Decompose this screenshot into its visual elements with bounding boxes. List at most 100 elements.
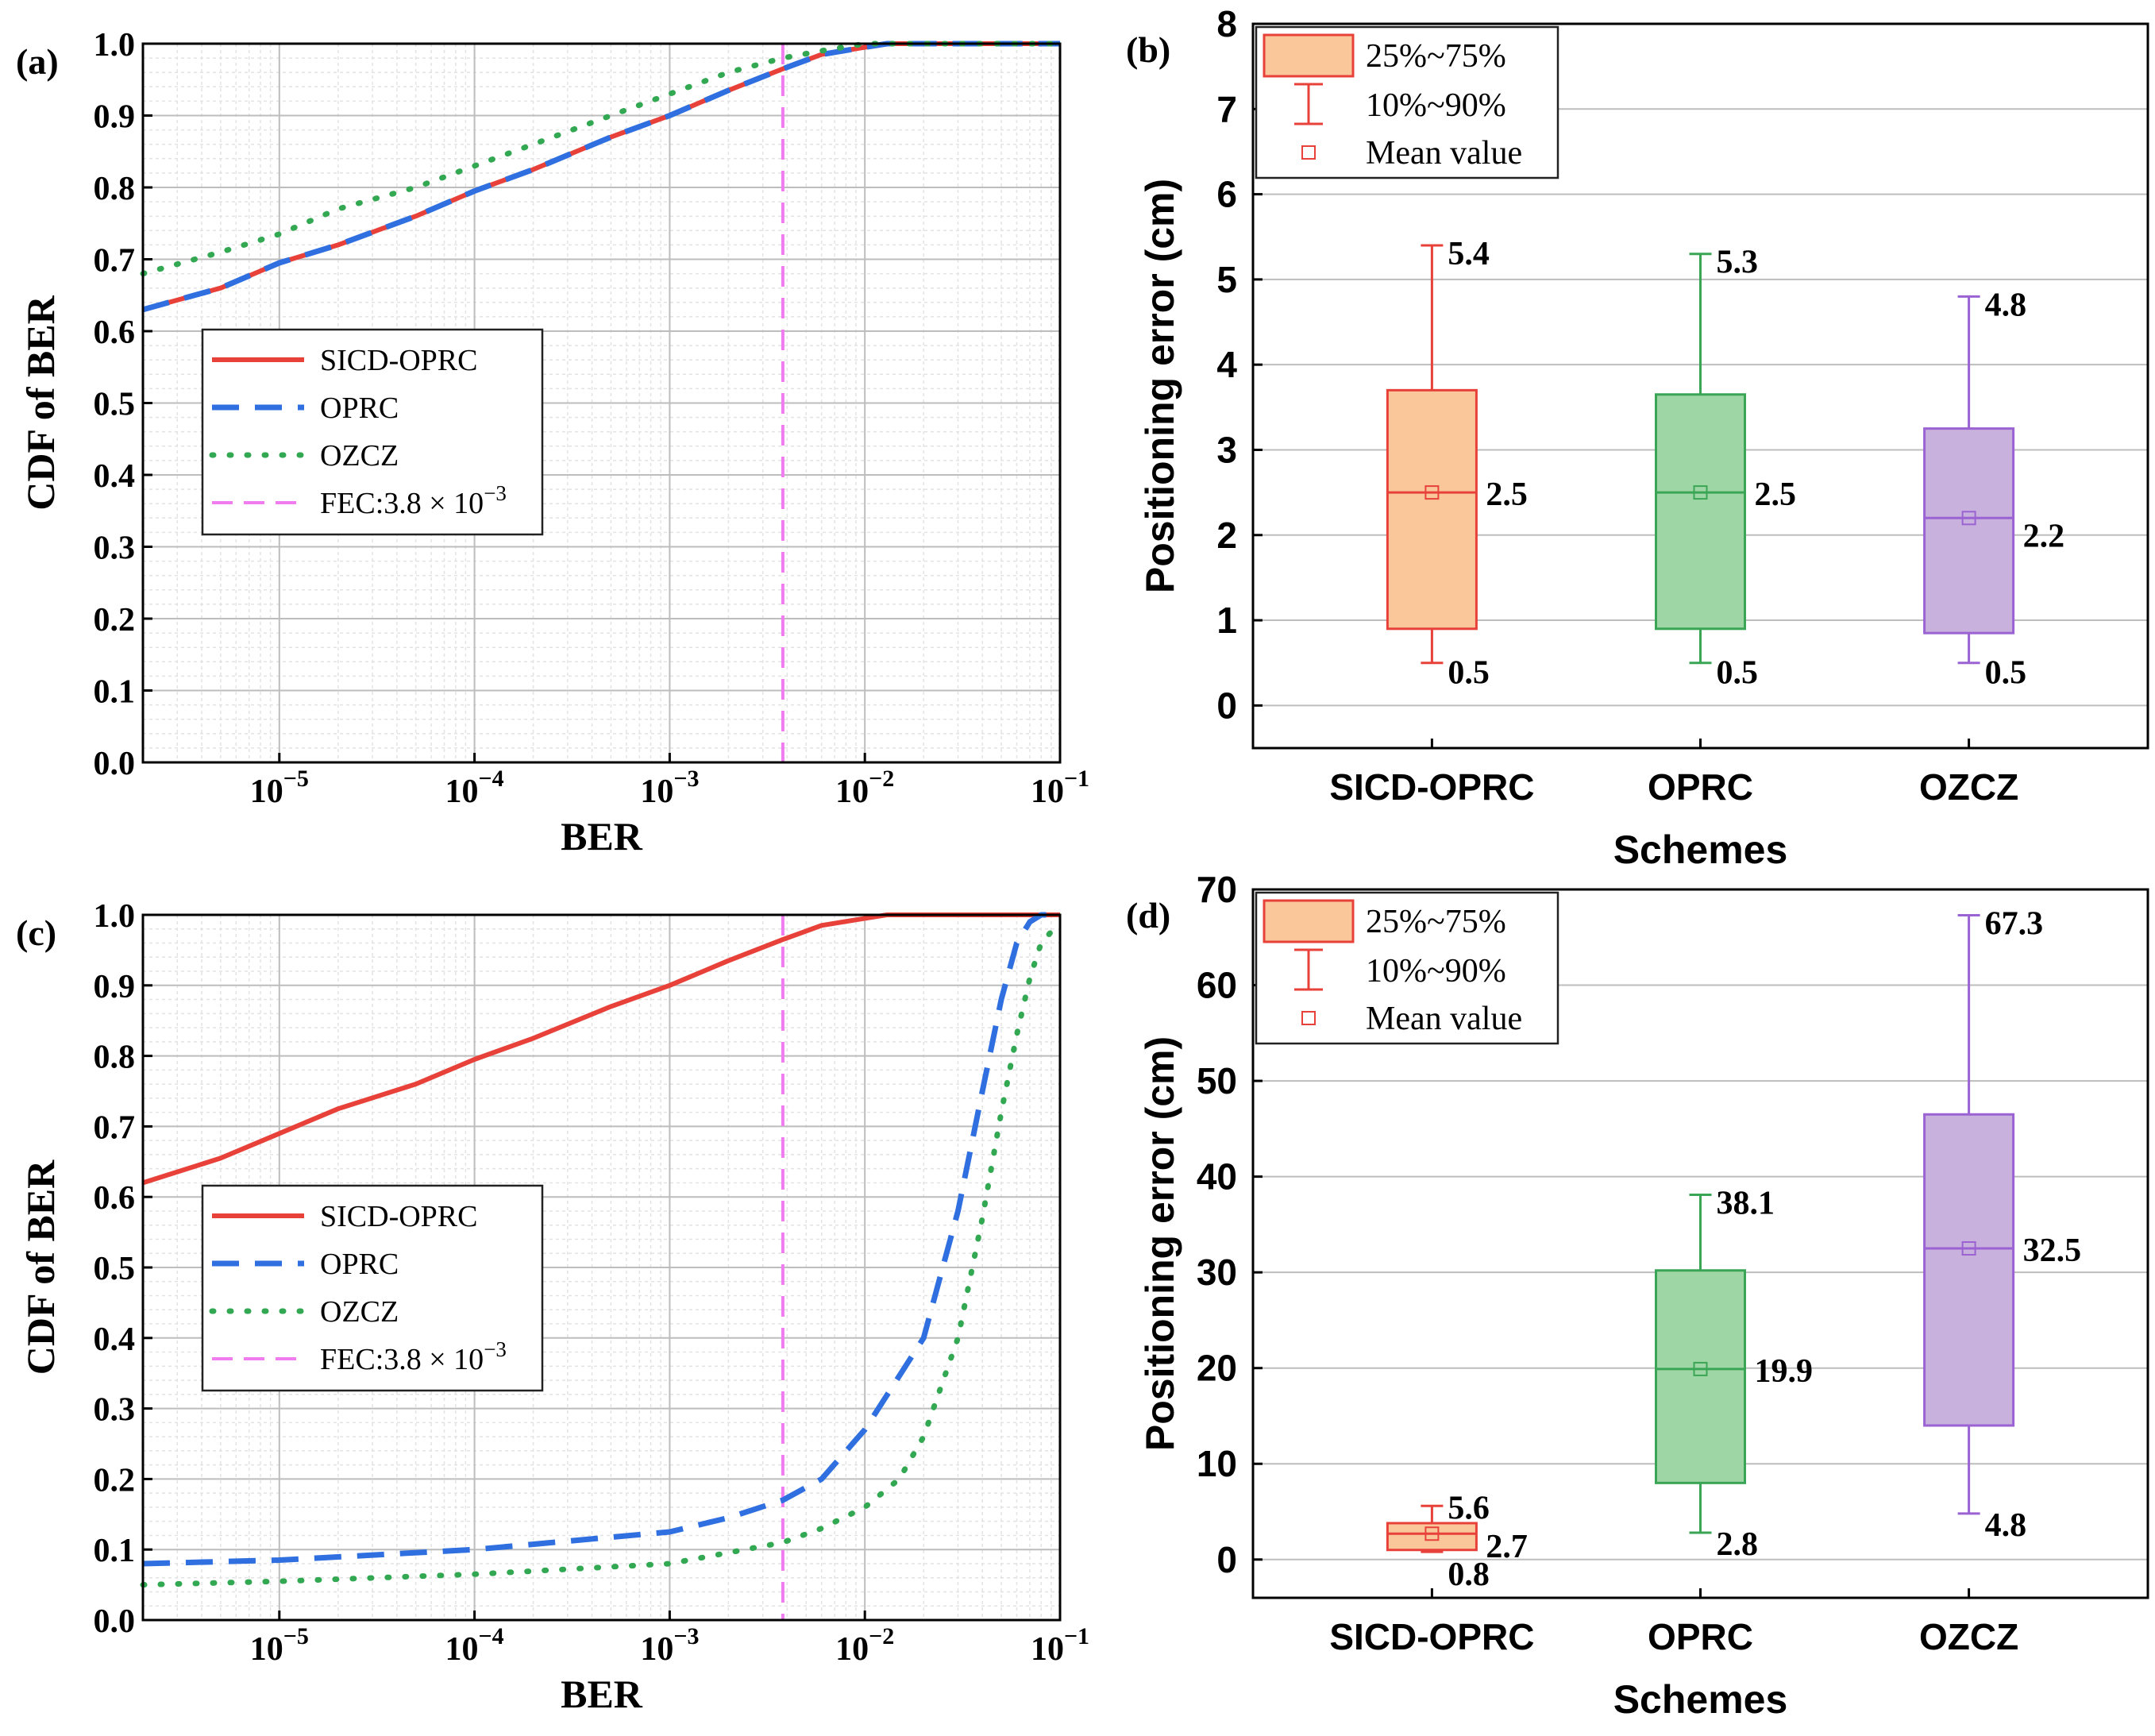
y-tick-label: 0.3 — [94, 1392, 136, 1429]
y-axis-title: CDF of BER — [18, 295, 63, 510]
value-label-p10: 0.5 — [1985, 655, 2027, 692]
y-tick-label: 4 — [1216, 344, 1237, 385]
legend: 25%~75% 10%~90% Mean value — [1255, 25, 1559, 179]
legend-label: FEC:3.8 × 10−3 — [320, 1337, 507, 1376]
legend-label: Mean value — [1366, 1001, 1522, 1037]
y-tick-label: 8 — [1216, 3, 1237, 44]
y-tick-label: 0.7 — [94, 1109, 136, 1146]
x-axis-title: BER — [561, 814, 643, 858]
y-tick-label: 0.9 — [94, 969, 136, 1005]
legend-label-text: OPRC — [320, 1248, 399, 1281]
x-tick-label: 10−3 — [640, 766, 699, 810]
y-axis-title: Positioning error (cm) — [1138, 179, 1182, 593]
x-tick-label: 10−3 — [640, 1623, 699, 1668]
series-line-sicd-oprc — [142, 41, 1060, 312]
y-tick-label: 0.9 — [94, 99, 136, 136]
y-tick-label: 60 — [1197, 965, 1237, 1006]
mean-marker — [1424, 1526, 1440, 1541]
y-tick-label: 70 — [1197, 869, 1237, 910]
x-tick-base: 10 — [640, 773, 673, 810]
x-tick-base: 10 — [445, 773, 479, 810]
x-category-label: SICD-OPRC — [1329, 1616, 1534, 1657]
x-tick-exponent: −1 — [1064, 766, 1089, 792]
x-axis-title: BER — [561, 1672, 643, 1716]
legend-label: OPRC — [320, 1248, 399, 1281]
y-tick-label: 1.0 — [94, 898, 136, 935]
x-tick-exponent: −4 — [479, 766, 504, 792]
y-tick-label: 0 — [1216, 685, 1237, 726]
x-tick-base: 10 — [640, 1631, 673, 1668]
cdf-panel: 0.00.10.20.30.40.50.60.70.80.91.010−5 10−… — [16, 898, 1089, 1716]
x-tick-label: 10−4 — [445, 766, 504, 810]
x-tick-label: 10−5 — [250, 1623, 309, 1668]
x-tick-exponent: −4 — [479, 1623, 504, 1649]
value-label-p10: 0.8 — [1448, 1557, 1490, 1593]
y-tick-label: 0.8 — [94, 1040, 136, 1076]
y-tick-label: 0.1 — [94, 674, 136, 711]
legend-label: OZCZ — [320, 1295, 399, 1329]
mean-marker — [1693, 1361, 1708, 1376]
iqr-box — [1923, 1113, 2015, 1427]
legend: SICD-OPRC OPRC OZCZ FEC:3.8 × 10−3 — [201, 1184, 544, 1392]
legend-label: 10%~90% — [1366, 953, 1506, 990]
y-tick-label: 6 — [1216, 174, 1237, 215]
legend-swatch-mean — [1301, 1011, 1316, 1025]
box-ozcz: 67.3 32.5 4.8 — [1923, 906, 2081, 1544]
legend-box — [201, 328, 544, 536]
value-label-p90: 38.1 — [1717, 1186, 1775, 1222]
y-tick-label: 0.6 — [94, 314, 136, 351]
x-axis-title: Schemes — [1613, 827, 1788, 872]
iqr-box — [1923, 427, 2015, 635]
x-tick-base: 10 — [835, 1631, 869, 1668]
y-tick-label: 0.4 — [94, 458, 136, 495]
x-tick-exponent: −2 — [869, 766, 894, 792]
value-label-median: 2.5 — [1755, 476, 1797, 513]
legend-exponent: −3 — [484, 1337, 507, 1361]
x-tick-label: 10−4 — [445, 1623, 504, 1668]
y-tick-label: 0.8 — [94, 171, 136, 207]
legend-label-text: FEC:3.8 × 10 — [320, 487, 484, 520]
y-tick-label: 0 — [1216, 1539, 1237, 1580]
value-label-p90: 67.3 — [1985, 906, 2044, 943]
legend-label: SICD-OPRC — [320, 1200, 478, 1233]
y-tick-label: 0.1 — [94, 1533, 136, 1569]
legend-label: FEC:3.8 × 10−3 — [320, 481, 507, 520]
y-tick-label: 5 — [1216, 259, 1237, 300]
legend-label: 10%~90% — [1366, 87, 1506, 124]
x-tick-exponent: −5 — [283, 1623, 309, 1649]
legend-swatch-box — [1263, 899, 1355, 943]
y-tick-label: 2 — [1216, 515, 1237, 556]
y-axis-title: CDF of BER — [18, 1159, 63, 1375]
legend: 25%~75% 10%~90% Mean value — [1255, 891, 1559, 1045]
value-label-median: 2.5 — [1486, 476, 1528, 513]
x-tick-exponent: −3 — [673, 1623, 699, 1649]
box-oprc: 5.3 2.5 0.5 — [1655, 245, 1797, 692]
box-ozcz: 4.8 2.2 0.5 — [1923, 287, 2064, 692]
y-tick-label: 7 — [1216, 88, 1237, 129]
x-tick-exponent: −5 — [283, 766, 309, 792]
y-tick-label: 0.5 — [94, 387, 136, 423]
cdf-panel: 0.00.10.20.30.40.50.60.70.80.91.010−5 10−… — [16, 27, 1089, 858]
legend-exponent: −3 — [484, 481, 507, 505]
legend-label: OZCZ — [320, 439, 399, 473]
value-label-median: 19.9 — [1755, 1353, 1814, 1390]
box-oprc: 38.1 19.9 2.8 — [1655, 1186, 1814, 1563]
y-tick-label: 0.3 — [94, 530, 136, 567]
x-tick-label: 10−5 — [250, 766, 309, 810]
legend-box — [201, 1184, 544, 1392]
legend-label-text: OZCZ — [320, 1295, 399, 1329]
panel-label: (b) — [1126, 29, 1170, 70]
panel-label: (c) — [16, 912, 56, 953]
value-label-p90: 5.3 — [1717, 245, 1759, 281]
x-tick-base: 10 — [250, 1631, 283, 1668]
y-tick-label: 0.0 — [94, 1603, 136, 1640]
y-tick-label: 10 — [1197, 1443, 1237, 1484]
value-label-median: 2.7 — [1486, 1529, 1528, 1565]
y-tick-label: 1.0 — [94, 27, 136, 64]
x-tick-base: 10 — [835, 773, 869, 810]
mean-marker — [1693, 485, 1708, 500]
y-tick-label: 0.0 — [94, 746, 136, 782]
x-tick-base: 10 — [445, 1631, 479, 1668]
iqr-box — [1655, 393, 1746, 631]
